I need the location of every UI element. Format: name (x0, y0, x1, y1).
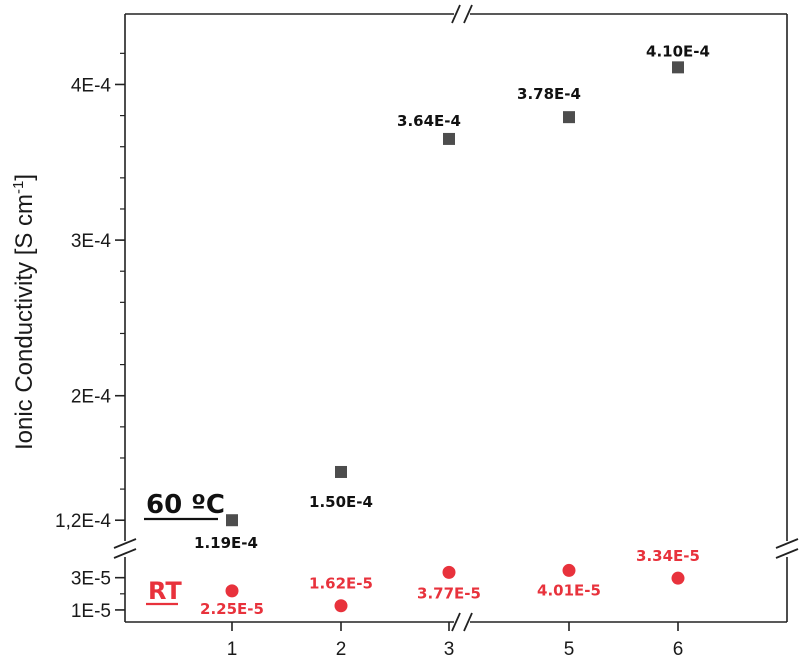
y-axis-title-sup: -1 (10, 181, 27, 194)
series-60c: 1.19E-4 1.50E-4 3.64E-4 3.78E-4 4.10E-4 (194, 42, 710, 552)
x-tick-label: 3 (444, 639, 455, 660)
data-label: 1.19E-4 (194, 534, 258, 552)
data-label: 3.77E-5 (417, 584, 481, 602)
y-axis: 1,2E-4 2E-4 3E-4 4E-4 1E-5 3E-5 (55, 52, 125, 622)
x-axis: 1 2 3 5 6 (227, 622, 684, 660)
break-stroke (113, 548, 137, 559)
x-tick-label: 6 (673, 639, 684, 660)
data-point-circle (562, 563, 576, 577)
data-label: 2.25E-5 (200, 600, 264, 618)
y-break-left (113, 538, 137, 559)
data-label: 3.78E-4 (517, 85, 581, 103)
y-axis-title-main: Ionic Conductivity [S cm (11, 194, 38, 450)
y-axis-title-suffix: ] (11, 174, 38, 181)
break-stroke (451, 4, 461, 24)
legend-60c-label: 60 ºC (146, 490, 225, 520)
y-axis-title: Ionic Conductivity [S cm-1] (10, 174, 38, 450)
y-tick-label: 1E-5 (71, 601, 111, 622)
data-point-square (335, 465, 347, 478)
axis-breaks (113, 4, 799, 632)
y-tick-label: 2E-4 (71, 387, 112, 408)
x-tick-label: 5 (564, 639, 575, 660)
x-tick-label: 1 (227, 639, 238, 660)
data-point-circle (225, 584, 239, 598)
y-tick-label: 4E-4 (71, 75, 112, 96)
plot-frame (124, 13, 788, 623)
data-label: 4.01E-5 (537, 581, 601, 599)
data-label: 3.64E-4 (397, 112, 461, 130)
break-stroke (463, 612, 473, 632)
y-tick-label: 1,2E-4 (55, 511, 111, 532)
x-break-bottom (451, 612, 473, 632)
data-label: 3.34E-5 (636, 547, 700, 565)
series-rt: 2.25E-5 1.62E-5 3.77E-5 4.01E-5 3.34E-5 (200, 547, 700, 618)
legend-rt-label: RT (148, 577, 182, 605)
y-break-right (775, 538, 799, 559)
data-label: 1.62E-5 (309, 575, 373, 593)
x-break-top (451, 4, 473, 24)
break-stroke (113, 538, 137, 549)
data-label: 4.10E-4 (646, 42, 710, 60)
data-point-square (672, 61, 684, 74)
break-stroke (451, 612, 461, 632)
data-label: 1.50E-4 (309, 493, 373, 511)
legend: 60 ºC RT (144, 490, 225, 606)
data-series: 1.19E-4 1.50E-4 3.64E-4 3.78E-4 4.10E-4 2.25E… (194, 42, 710, 618)
data-point-square (226, 514, 238, 527)
x-tick-label: 2 (336, 639, 347, 660)
break-stroke (775, 548, 799, 559)
y-tick-label: 3E-4 (71, 231, 112, 252)
data-point-square (563, 111, 575, 124)
break-stroke (775, 538, 799, 549)
y-tick-label: 3E-5 (71, 569, 111, 590)
data-point-circle (334, 599, 348, 613)
data-point-circle (671, 571, 685, 585)
data-point-square (443, 132, 455, 145)
break-stroke (463, 4, 473, 24)
data-point-circle (442, 565, 456, 579)
